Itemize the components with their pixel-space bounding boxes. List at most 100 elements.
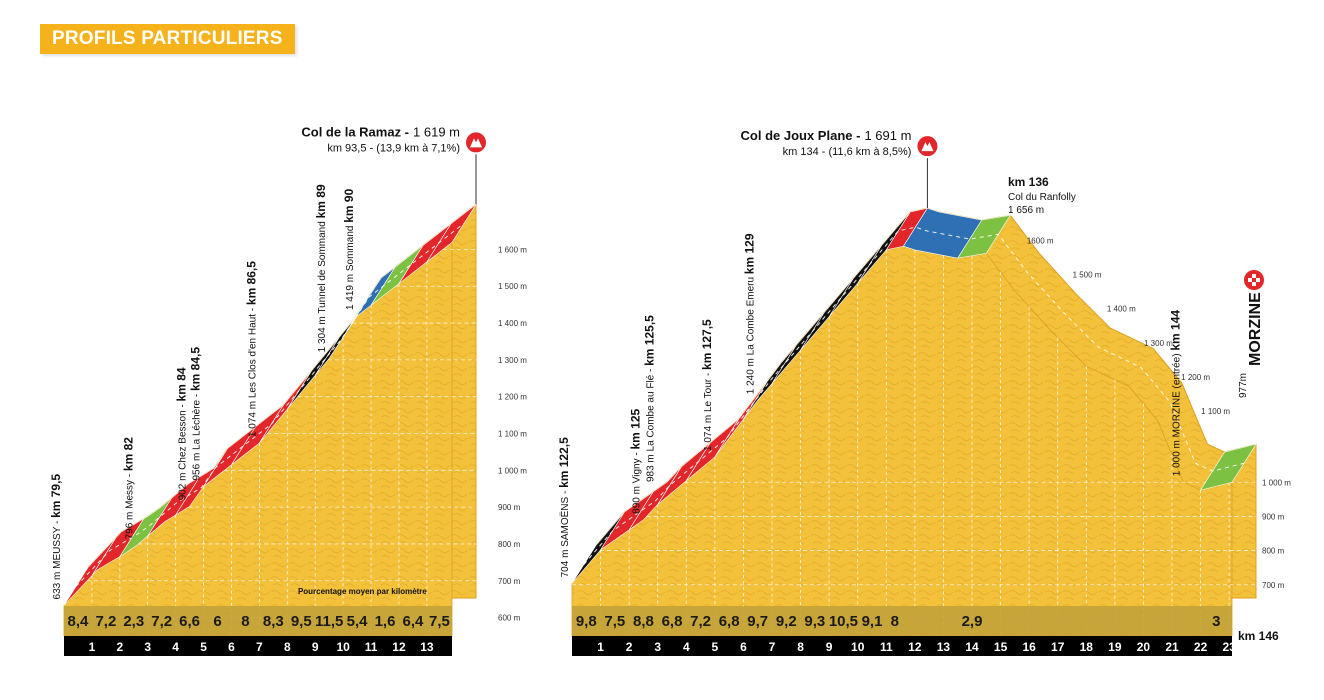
- waypoint-km: km 122,5: [557, 437, 571, 488]
- grade-label: 8: [891, 613, 899, 630]
- waypoint-name: 983 m La Combe au Flé -: [646, 366, 657, 482]
- km-tick-label: 11: [880, 640, 893, 654]
- altitude-tick-label: 1 300 m: [498, 356, 527, 365]
- km-tick-label: 7: [256, 640, 263, 654]
- km-tick-label: 12: [908, 640, 922, 654]
- altitude-tick-label: 1 600 m: [498, 245, 527, 254]
- altitude-tick-label: 1 400 m: [498, 319, 527, 328]
- grade-label: 7,5: [429, 613, 450, 630]
- km-tick-label: 5: [200, 640, 207, 654]
- grade-label: 7,2: [151, 613, 172, 630]
- end-km-label: km 146: [1238, 629, 1279, 643]
- profile-front-texture: [64, 242, 452, 636]
- altitude-tick-label: 700 m: [1262, 581, 1285, 590]
- grade-note: Pourcentage moyen par kilomètre: [298, 587, 427, 596]
- grade-label: 9,5: [291, 613, 312, 630]
- secondary-summit-km: km 136: [1008, 175, 1049, 189]
- waypoint-name: 902 m Chez Besson -: [178, 401, 189, 500]
- km-tick-label: 19: [1108, 640, 1122, 654]
- km-tick-label: 22: [1194, 640, 1208, 654]
- grade-label: 9,7: [747, 613, 768, 630]
- mountain-icon: [921, 142, 934, 152]
- finish-flag-check: [1256, 282, 1260, 286]
- km-tick-label: 6: [740, 640, 747, 654]
- waypoint-name: 890 m Vigny -: [631, 450, 642, 514]
- km-band: [64, 636, 452, 656]
- waypoint-km: km 144: [1168, 310, 1182, 351]
- grade-label: 6,6: [179, 613, 200, 630]
- slope-altitude-label: 1 100 m: [1201, 407, 1230, 416]
- waypoint-name: 1 240 m La Combe Emeru: [746, 274, 757, 394]
- summit-detail: km 93,5 - (13,9 km à 7,1%): [327, 142, 460, 154]
- km-tick-label: 4: [172, 640, 179, 654]
- km-band: [572, 636, 1232, 656]
- grade-label: 8,8: [633, 613, 654, 630]
- grade-label: 6: [213, 613, 221, 630]
- altitude-tick-label: 1 100 m: [498, 430, 527, 439]
- slope-altitude-label: 1 400 m: [1107, 305, 1136, 314]
- grade-segment: [957, 214, 1011, 259]
- waypoint-km: km 84,5: [189, 347, 203, 391]
- summit-altitude: 1 691 m: [864, 128, 911, 143]
- grade-label: 6,8: [662, 613, 683, 630]
- km-tick-label: 3: [654, 640, 661, 654]
- km-tick-label: 13: [420, 640, 434, 654]
- slope-altitude-label: 1 200 m: [1181, 373, 1210, 382]
- km-tick-label: 12: [392, 640, 406, 654]
- waypoint-name: 704 m SAMOËNS -: [559, 488, 571, 577]
- grade-label: 9,2: [776, 613, 797, 630]
- waypoint-label: 1 240 m La Combe Emeru km 129: [743, 233, 757, 394]
- waypoint-label: 1 074 m Le Tour - km 127,5: [700, 319, 714, 451]
- finish-name: MORZINE: [1247, 292, 1264, 366]
- waypoint-name: 956 m La Léchère -: [192, 391, 203, 481]
- km-tick-label: 15: [994, 640, 1008, 654]
- km-tick-label: 10: [336, 640, 350, 654]
- finish-flag-check: [1256, 274, 1260, 278]
- altitude-tick-label: 1 000 m: [1262, 478, 1291, 487]
- waypoint-km: km 129: [743, 233, 757, 274]
- waypoint-label: 1 074 m Les Clos d'en Haut - km 86,5: [244, 261, 258, 437]
- waypoint-label: 902 m Chez Besson - km 84: [175, 367, 189, 500]
- grade-label: 10,5: [829, 613, 858, 630]
- waypoint-label: 704 m SAMOËNS - km 122,5: [557, 437, 571, 578]
- waypoint-name: 1 000 m MORZINE (entrée): [1171, 351, 1182, 477]
- km-tick-label: 18: [1080, 640, 1094, 654]
- secondary-summit-name: Col du Ranfolly: [1008, 192, 1076, 203]
- waypoint-label: 1 419 m Sommand km 90: [342, 188, 356, 310]
- km-tick-label: 14: [965, 640, 979, 654]
- grade-label: 9,1: [862, 613, 883, 630]
- page-title: PROFILS PARTICULIERS: [52, 28, 283, 49]
- waypoint-label: 890 m Vigny - km 125: [628, 409, 642, 514]
- km-tick-label: 11: [365, 640, 378, 654]
- altitude-tick-label: 800 m: [1262, 547, 1285, 556]
- secondary-summit-altitude: 1 656 m: [1008, 205, 1044, 216]
- summit-detail: km 134 - (11,6 km à 8,5%): [783, 146, 912, 158]
- grade-label: 7,2: [95, 613, 116, 630]
- grade-label: 3: [1212, 613, 1220, 630]
- altitude-tick-label: 900 m: [1262, 512, 1285, 521]
- mountain-icon: [470, 138, 482, 148]
- grade-label: 8: [241, 613, 249, 630]
- km-tick-label: 3: [144, 640, 151, 654]
- waypoint-km: km 90: [342, 188, 356, 222]
- profile-base: [572, 606, 1232, 636]
- grade-label: 8,3: [263, 613, 284, 630]
- slope-altitude-label: 1 300 m: [1144, 339, 1173, 348]
- profile-base: [64, 606, 452, 636]
- altitude-tick-label: 900 m: [498, 503, 521, 512]
- altitude-tick-label: 600 m: [498, 614, 521, 623]
- waypoint-name: 1 419 m Sommand: [345, 223, 356, 310]
- km-tick-label: 21: [1165, 640, 1179, 654]
- grade-label: 2,9: [962, 613, 983, 630]
- km-tick-label: 20: [1137, 640, 1151, 654]
- km-tick-label: 1: [597, 640, 604, 654]
- waypoint-name: 796 m Messy -: [125, 471, 136, 539]
- waypoint-label: 956 m La Léchère - km 84,5: [189, 347, 203, 481]
- altitude-tick-label: 1 200 m: [498, 393, 527, 402]
- waypoint-km: km 79,5: [49, 474, 63, 518]
- summit-name: Col de Joux Plane -: [741, 128, 861, 143]
- waypoint-label: 796 m Messy - km 82: [122, 437, 136, 540]
- slope-altitude-label: 1 500 m: [1073, 270, 1102, 279]
- km-tick-label: 8: [797, 640, 804, 654]
- grade-label: 2,3: [123, 613, 144, 630]
